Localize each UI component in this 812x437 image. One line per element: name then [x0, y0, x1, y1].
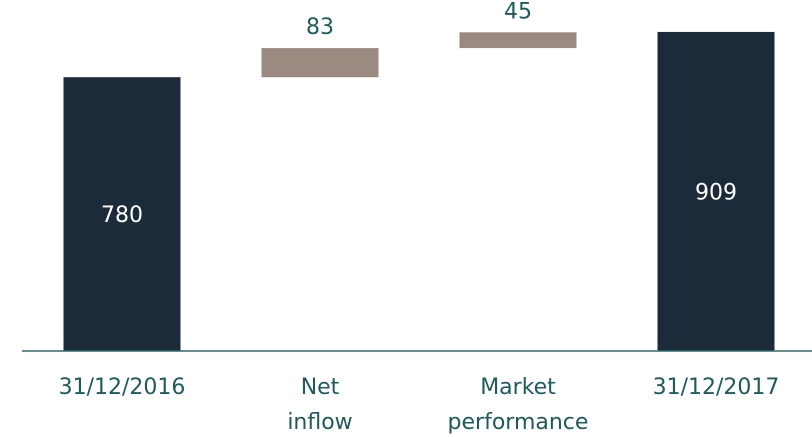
tick-label-3: 31/12/2017	[653, 375, 780, 400]
bar-3	[657, 31, 775, 351]
bar-1	[261, 48, 379, 78]
tick-label-2: Market performance	[448, 375, 589, 435]
bar-0	[63, 77, 181, 351]
tick-label-1: Net inflow	[287, 375, 352, 435]
bar-2	[459, 32, 577, 49]
data-label-2: 45	[504, 0, 532, 24]
data-label-0: 780	[101, 203, 143, 228]
data-label-3: 909	[695, 180, 737, 205]
tick-label-line-1-0: Net	[301, 375, 340, 400]
tick-label-0: 31/12/2016	[59, 375, 186, 400]
labels-layer: 780 31/12/2016 83 Net inflow 45 Market performa…	[59, 0, 780, 435]
tick-label-line-1-1: inflow	[287, 410, 352, 435]
bars-layer	[63, 31, 775, 351]
tick-label-line-3-0: 31/12/2017	[653, 375, 780, 400]
tick-label-line-2-0: Market	[480, 375, 556, 400]
tick-label-line-2-1: performance	[448, 410, 589, 435]
tick-label-line-0-0: 31/12/2016	[59, 375, 186, 400]
data-label-1: 83	[306, 15, 334, 40]
